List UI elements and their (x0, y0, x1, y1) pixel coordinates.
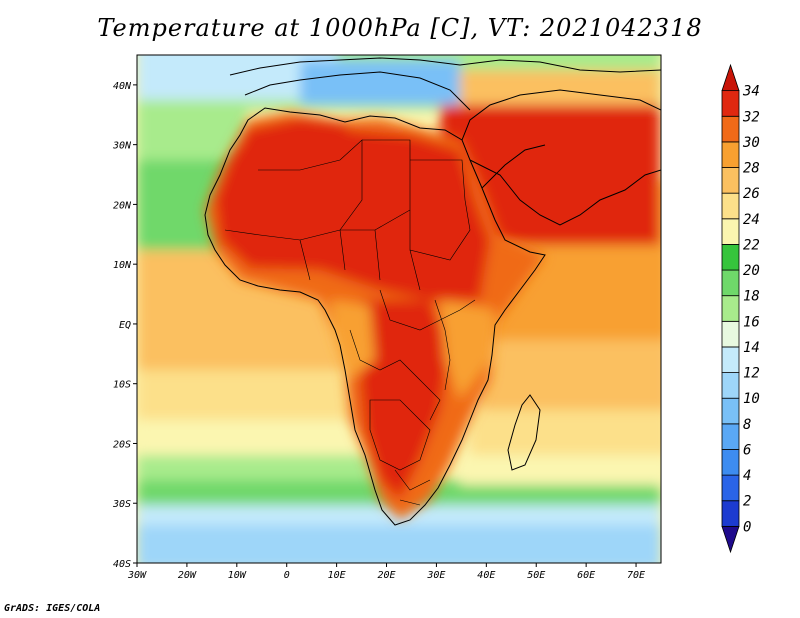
colorbar-swatch (721, 192, 740, 220)
lon-tick-label: 20W (178, 570, 197, 581)
lat-tick-label: 30S (112, 499, 131, 510)
colorbar-label: 18 (743, 289, 760, 305)
colorbar-swatch (721, 115, 740, 143)
lon-tick-label: 20E (377, 570, 395, 581)
lat-tick-label: 30N (112, 141, 132, 152)
colorbar-label: 10 (743, 391, 760, 407)
coastlines (204, 57, 661, 526)
colorbar-swatch (721, 372, 740, 399)
lon-tick-label: 30W (127, 570, 147, 581)
colorbar-label: 34 (742, 84, 760, 100)
lon-tick-label: 40E (477, 570, 495, 581)
temperature-field (137, 55, 661, 563)
lon-tick-label: 50E (527, 570, 545, 581)
map-frame (136, 54, 662, 564)
lon-tick-label: 10E (328, 570, 346, 581)
colorbar-swatch (721, 295, 740, 322)
colorbar-swatch (721, 346, 740, 373)
colorbar-label: 8 (743, 417, 751, 433)
country-borders (224, 139, 476, 506)
colorbar-label: 22 (743, 237, 760, 253)
lon-tick-label: 10W (228, 570, 247, 581)
colorbar-swatch (721, 500, 740, 527)
madagascar-coast (507, 394, 541, 471)
colorbar-swatch (721, 474, 740, 502)
colorbar-swatch (721, 63, 740, 92)
colorbar-swatch (721, 167, 740, 194)
colorbar-label: 2 (743, 494, 751, 510)
colorbar-swatch (721, 449, 740, 476)
lat-tick-label: 10S (113, 380, 131, 391)
colorbar-label: 32 (742, 109, 760, 125)
colorbar-swatch (721, 141, 740, 168)
lon-tick-label: 0 (284, 570, 290, 581)
colorbar-label: 24 (743, 212, 760, 228)
colorbar-label: 16 (743, 314, 760, 330)
colorbar-swatch (721, 397, 740, 425)
colorbar-label: 20 (743, 263, 760, 279)
colorbar-swatch (721, 423, 740, 450)
colorbar-label: 12 (743, 366, 760, 382)
lon-tick-label: 30E (426, 570, 445, 581)
colorbar-label: 28 (743, 161, 760, 177)
lon-tick-label: 60E (577, 570, 595, 581)
colorbar-label: 30 (742, 135, 760, 151)
colorbar-swatch (721, 320, 740, 348)
credit-label: GrADS: IGES/COLA (4, 603, 101, 614)
lat-tick-label: 10N (113, 260, 132, 271)
lat-tick-label: 40S (113, 559, 131, 570)
colorbar-swatch (721, 525, 740, 554)
colorbar-swatch (721, 218, 740, 245)
longitude-axis: 30W 20W 10W 0 10E 20E 30E 40E 50E 60E 70E (127, 563, 645, 581)
colorbar-swatch (721, 90, 740, 117)
lat-tick-label: 20S (113, 439, 131, 450)
colorbar-swatch (721, 244, 740, 271)
map-title: Temperature at 1000hPa [C], VT: 20210423… (97, 14, 703, 42)
colorbar-swatch (721, 269, 740, 297)
colorbar-label: 26 (743, 186, 760, 202)
latitude-axis: 40N 30N 20N 10N EQ 10S 20S 30S 40S (112, 81, 137, 570)
colorbar-label: 4 (743, 468, 751, 484)
lon-tick-label: 70E (627, 570, 645, 581)
colorbar-label: 6 (743, 442, 751, 458)
lat-tick-label: EQ (119, 320, 131, 331)
lat-tick-label: 40N (113, 81, 132, 92)
colorbar-label: 14 (743, 340, 760, 356)
colorbar-label: 0 (743, 519, 751, 535)
lat-tick-label: 20N (113, 200, 132, 211)
